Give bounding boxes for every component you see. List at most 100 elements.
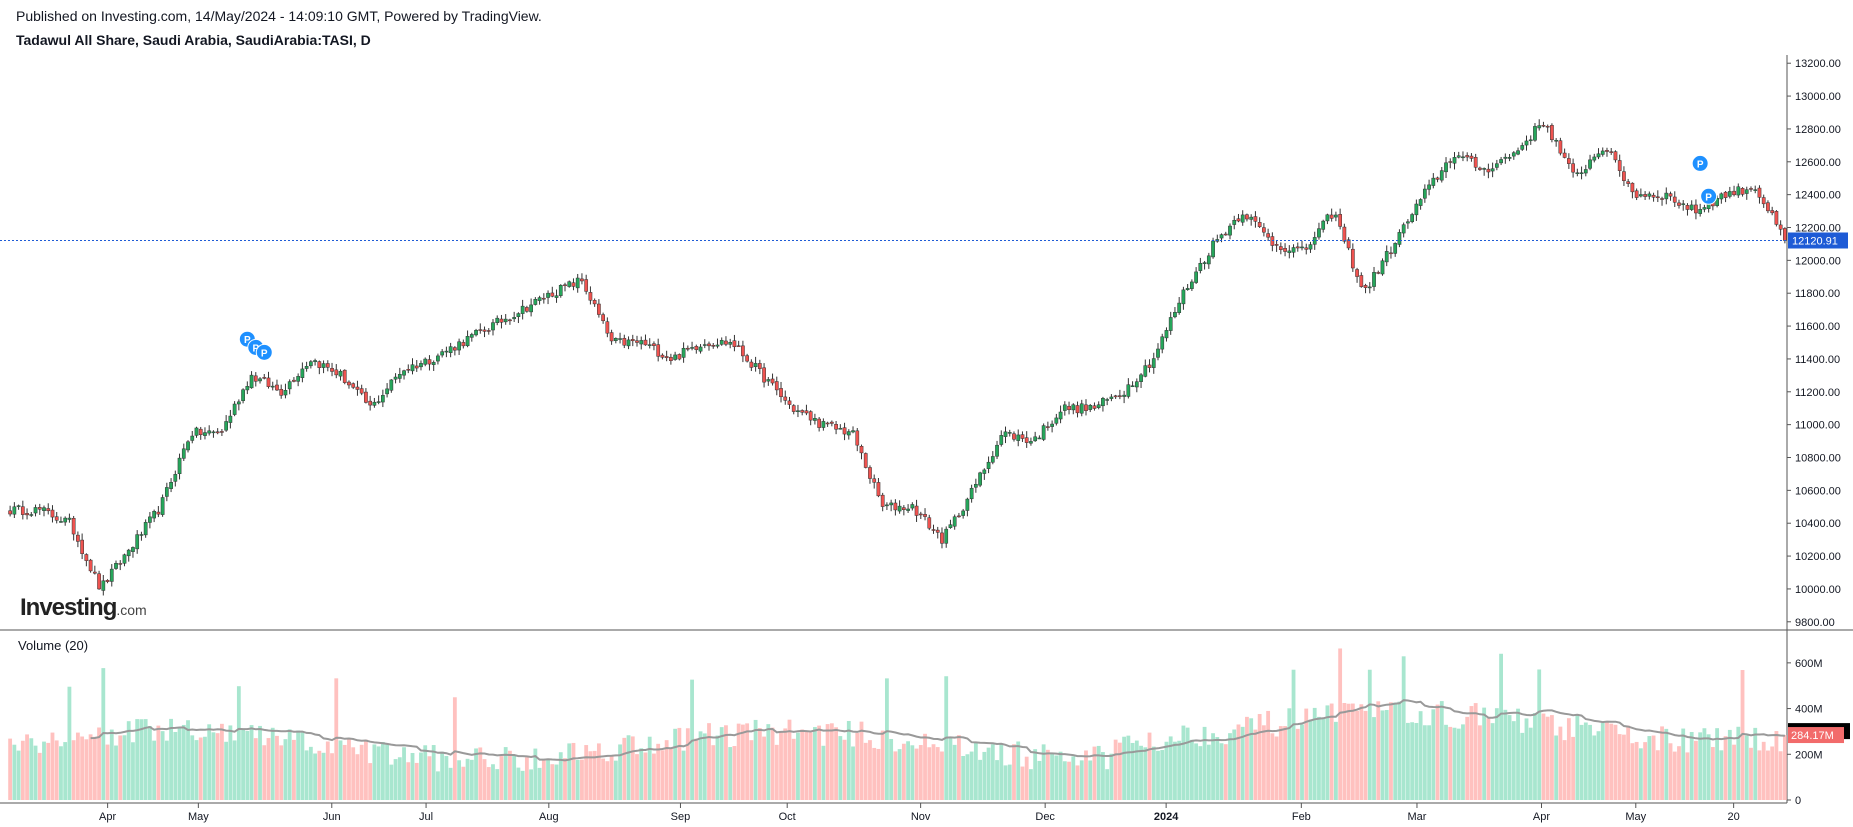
candle — [910, 504, 915, 509]
volume-bar — [601, 758, 606, 800]
volume-bar — [724, 725, 728, 800]
volume-bar — [1325, 705, 1330, 800]
volume-bar — [1062, 761, 1067, 800]
candle — [1194, 271, 1198, 283]
candle — [762, 367, 766, 383]
candle — [1181, 289, 1186, 305]
volume-bar — [29, 738, 34, 800]
candle — [1223, 233, 1228, 236]
volume-bar — [1295, 728, 1300, 800]
volume-bar — [1054, 755, 1059, 800]
price-tick-label: 11600.00 — [1795, 321, 1840, 333]
volume-bar — [753, 719, 758, 800]
candle — [385, 388, 389, 395]
volume-bar — [1219, 743, 1224, 800]
volume-bar — [1681, 728, 1686, 800]
volume-bar — [33, 745, 38, 800]
volume-bar — [1706, 734, 1711, 800]
volume-bar — [719, 727, 724, 800]
candle — [1605, 150, 1609, 152]
volume-bar — [1130, 742, 1135, 800]
volume-bar — [414, 762, 419, 800]
candle — [12, 506, 17, 515]
volume-bar — [1308, 719, 1313, 800]
volume-bar — [1490, 723, 1495, 800]
candle — [1435, 177, 1440, 180]
volume-bar — [1452, 727, 1457, 800]
volume-bar — [740, 724, 745, 800]
candle — [1232, 219, 1237, 225]
candle — [986, 461, 991, 469]
volume-bar — [901, 743, 906, 800]
candle — [974, 484, 978, 488]
volume-bar — [736, 723, 741, 800]
candle — [516, 313, 521, 317]
volume-bar — [1287, 708, 1292, 800]
volume-bar — [1317, 716, 1321, 800]
volume-bar — [889, 738, 894, 800]
volume-bar — [842, 739, 847, 800]
candle — [364, 391, 368, 403]
volume-bar — [1291, 669, 1296, 800]
volume-bar — [626, 735, 631, 800]
candle — [355, 386, 360, 390]
volume-bar — [389, 764, 394, 800]
volume-bar — [1092, 746, 1097, 800]
volume-bar — [1634, 741, 1639, 800]
time-tick-label: Dec — [1035, 811, 1055, 823]
candle — [1452, 157, 1457, 164]
candle — [1702, 207, 1707, 210]
candle — [639, 340, 644, 345]
candle — [715, 344, 720, 347]
volume-bar — [791, 738, 796, 800]
volume-bar — [851, 746, 855, 800]
candle — [804, 410, 809, 414]
candle — [342, 369, 347, 383]
volume-bar — [1456, 728, 1461, 800]
volume-bar — [1139, 745, 1143, 800]
volume-bar — [630, 736, 635, 800]
candle — [868, 467, 872, 479]
candle — [1363, 285, 1368, 288]
event-marker-label: P — [244, 335, 251, 346]
candle — [203, 432, 207, 436]
candle — [173, 474, 178, 482]
volume-bar — [313, 753, 317, 800]
volume-bar — [1029, 769, 1033, 800]
volume-bar — [1448, 726, 1453, 800]
candle — [1274, 244, 1279, 246]
candle — [461, 342, 466, 347]
volume-bar — [533, 748, 538, 800]
candle — [745, 355, 749, 362]
candle — [821, 421, 826, 428]
volume-bar — [461, 766, 466, 800]
volume-bar — [677, 727, 682, 800]
candle — [1084, 404, 1088, 411]
volume-bar — [1245, 716, 1249, 800]
candle — [690, 347, 694, 349]
volume-bar — [914, 748, 919, 800]
volume-bar — [584, 745, 589, 800]
volume-bar — [1774, 731, 1779, 800]
candle — [563, 284, 567, 286]
candle — [1359, 275, 1364, 287]
candle — [262, 377, 267, 379]
candle — [1071, 404, 1076, 411]
candle — [1050, 423, 1054, 427]
volume-bar — [262, 745, 267, 800]
volume-bar — [1198, 746, 1203, 800]
volume-bar — [1749, 747, 1753, 800]
candle — [444, 350, 449, 353]
volume-bar — [46, 742, 51, 800]
candle — [313, 360, 317, 363]
volume-bar — [75, 732, 80, 800]
volume-bar — [643, 752, 648, 800]
candle — [838, 428, 843, 430]
volume-bar — [1566, 718, 1571, 800]
volume-bar — [863, 742, 868, 800]
volume-bar — [1359, 704, 1364, 800]
candle — [126, 549, 131, 557]
candle — [791, 405, 796, 412]
candle — [105, 580, 110, 582]
